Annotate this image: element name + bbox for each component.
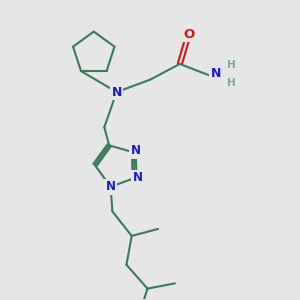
Text: N: N <box>211 67 221 80</box>
Text: N: N <box>111 85 122 98</box>
Text: N: N <box>133 172 142 184</box>
Text: N: N <box>130 144 140 157</box>
Text: N: N <box>106 180 116 193</box>
Text: H: H <box>227 77 236 88</box>
Text: O: O <box>183 28 194 40</box>
Text: H: H <box>227 60 236 70</box>
